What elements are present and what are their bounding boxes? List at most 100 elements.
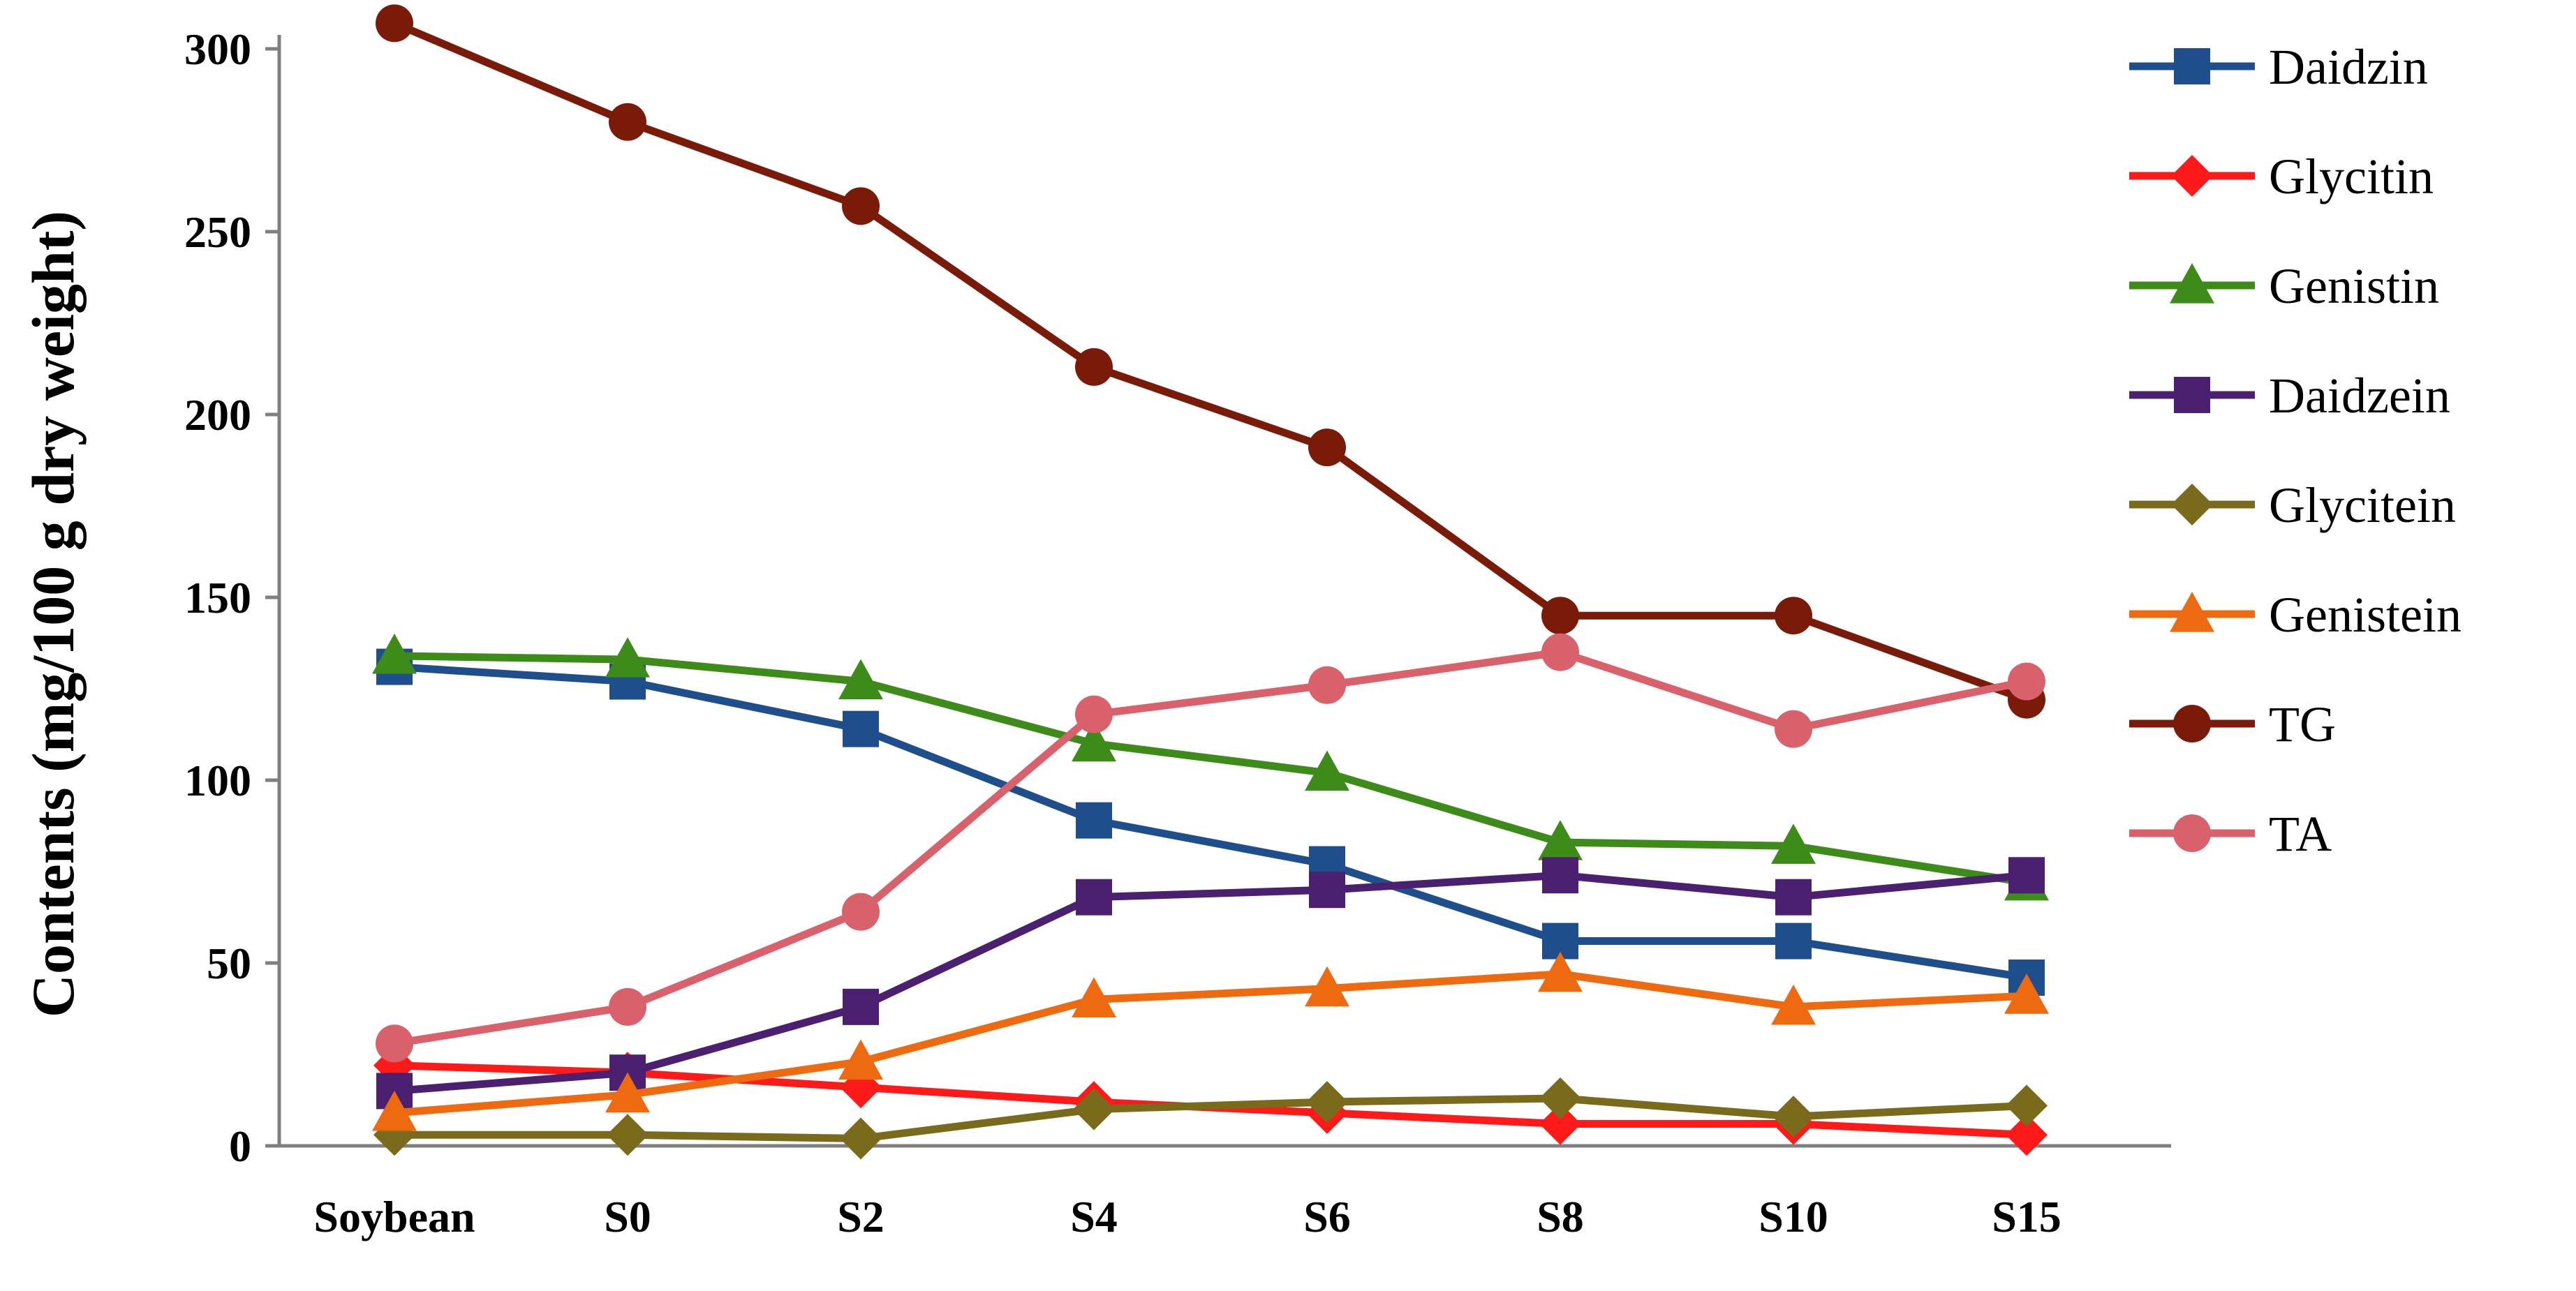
series-tg (376, 4, 2045, 719)
legend-label-glycitin: Glycitin (2269, 149, 2434, 204)
data-point-ta (376, 1024, 413, 1063)
legend: Daidzin Glycitin Genistin Daidzein Glycitein… (2129, 39, 2462, 862)
data-point-ta (1075, 695, 1113, 733)
y-tick-label: 200 (184, 390, 251, 440)
y-tick-label: 0 (229, 1121, 251, 1171)
legend-marker-daidzein (2174, 377, 2210, 413)
series-glycitein (373, 1077, 2048, 1160)
series-genistein (372, 951, 2049, 1131)
legend-label-daidzin: Daidzin (2269, 39, 2428, 95)
x-tick-label: S6 (1303, 1192, 1351, 1241)
legend-label-daidzein: Daidzein (2269, 368, 2450, 424)
data-point-glycitin (2006, 1114, 2048, 1156)
legend-label-tg: TG (2269, 696, 2336, 752)
legend-marker-daidzin (2174, 48, 2210, 84)
data-point-genistin (1538, 820, 1583, 860)
data-point-glycitein (1306, 1081, 1348, 1124)
data-point-tg (609, 103, 646, 141)
series-line-tg (392, 20, 2028, 703)
data-point-genistein (372, 1090, 417, 1131)
x-tick-label: S2 (837, 1192, 884, 1241)
data-point-daidzin (1076, 802, 1112, 839)
data-point-tg (1075, 348, 1113, 386)
legend-marker-glycitein (2171, 484, 2213, 525)
data-point-tg (1775, 597, 1812, 635)
legend-marker-ta (2173, 814, 2211, 852)
data-point-daidzein (1309, 872, 1345, 909)
data-point-genistein (1538, 951, 1583, 992)
data-point-tg (376, 4, 413, 43)
legend-item-glycitein: Glycitein (2129, 477, 2456, 533)
series-daidzein (376, 857, 2045, 1110)
data-point-daidzein (1076, 879, 1112, 916)
data-point-tg (1308, 428, 1346, 467)
data-point-ta (1541, 633, 1579, 671)
data-point-ta (1775, 710, 1812, 748)
legend-item-ta: TA (2129, 806, 2332, 862)
data-point-daidzein (1542, 857, 1578, 894)
series-line-daidzein (394, 871, 2027, 1095)
y-axis-label: Contents (mg/100 g dry weight) (20, 211, 87, 1017)
legend-item-daidzin: Daidzin (2129, 39, 2428, 95)
legend-marker-tg (2173, 705, 2211, 742)
y-tick-label: 50 (207, 939, 251, 988)
legend-item-daidzein: Daidzein (2129, 368, 2450, 424)
legend-item-glycitin: Glycitin (2129, 149, 2434, 204)
plot-area: 0 50 100 150 200 250 300 Soybean S0 S2 S4 S6 S8 S10 S1… (184, 4, 2171, 1241)
data-point-daidzin (1775, 923, 1812, 960)
legend-item-genistein: Genistein (2129, 587, 2462, 643)
data-point-genistein (2004, 973, 2049, 1014)
data-point-genistein (605, 1072, 650, 1113)
data-point-glycitein (607, 1114, 649, 1156)
legend-label-genistein: Genistein (2269, 587, 2462, 643)
legend-item-tg: TG (2129, 696, 2336, 752)
data-point-genistin (838, 659, 883, 700)
data-point-genistin (1771, 823, 1816, 864)
data-point-glycitein (1772, 1096, 1814, 1138)
legend-item-genistin: Genistin (2129, 258, 2439, 314)
series-genistin (372, 633, 2049, 901)
data-point-ta (842, 893, 880, 931)
data-point-glycitin (1539, 1103, 1581, 1145)
data-point-glycitein (1539, 1077, 1581, 1119)
legend-marker-genistin (2170, 263, 2214, 304)
data-point-genistin (1072, 721, 1116, 762)
data-point-daidzein (2008, 857, 2045, 894)
data-point-ta (1308, 666, 1346, 704)
series-ta (376, 633, 2045, 1063)
legend-label-genistin: Genistin (2269, 258, 2439, 314)
y-tick-label: 250 (184, 207, 251, 257)
x-tick-label: S4 (1070, 1192, 1118, 1241)
legend-marker-glycitin (2171, 155, 2213, 197)
y-tick-label: 150 (184, 573, 251, 622)
x-tick-label: S8 (1537, 1192, 1584, 1241)
series-line-genistein (394, 970, 2027, 1117)
data-point-ta (2008, 662, 2045, 701)
data-point-glycitein (840, 1117, 882, 1160)
legend-label-glycitein: Glycitein (2269, 477, 2456, 533)
x-tick-label: S15 (1992, 1192, 2061, 1241)
data-point-genistein (838, 1039, 883, 1080)
series-line-daidzin (394, 663, 2027, 982)
data-point-ta (609, 987, 646, 1026)
series-line-ta (394, 648, 2028, 1047)
data-point-glycitein (2006, 1084, 2048, 1127)
x-tick-label: S10 (1759, 1192, 1828, 1241)
data-point-genistein (1305, 966, 1349, 1007)
data-point-glycitein (1073, 1088, 1115, 1130)
data-point-daidzein (843, 988, 879, 1025)
data-point-genistein (1771, 984, 1816, 1025)
data-point-genistin (372, 633, 417, 674)
x-tick-label: Soybean (313, 1192, 475, 1241)
y-tick-label: 100 (184, 756, 251, 805)
series-line-genistin (394, 652, 2027, 887)
data-point-daidzin (843, 710, 879, 747)
data-point-genistin (1305, 750, 1349, 791)
data-point-tg (1541, 597, 1579, 635)
data-point-tg (842, 187, 880, 225)
series-line-glycitein (394, 1094, 2027, 1143)
y-tick-label: 300 (184, 24, 251, 74)
data-point-daidzein (1775, 879, 1812, 916)
data-point-genistein (1072, 977, 1116, 1017)
